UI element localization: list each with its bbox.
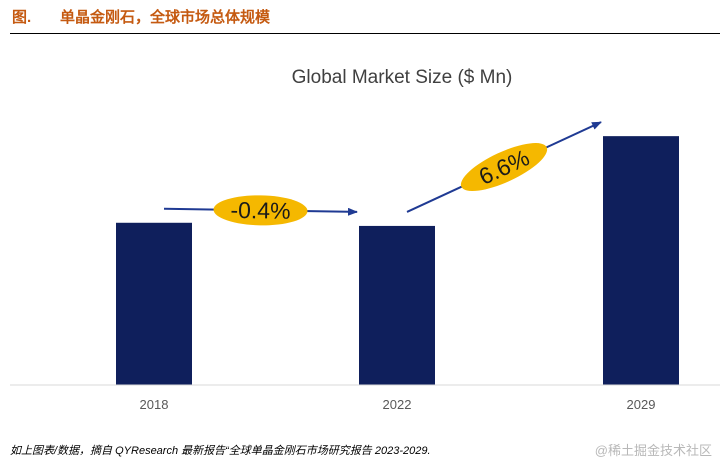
annotation-1: -0.4% bbox=[163, 195, 358, 226]
growth-annotations: -0.4% 6.6% bbox=[163, 121, 602, 226]
bar-2029 bbox=[603, 136, 679, 385]
watermark: @稀土掘金技术社区 bbox=[594, 443, 712, 458]
figure-caption-text: 单晶金刚石，全球市场总体规模 bbox=[60, 9, 271, 26]
figure-caption: 图. 单晶金刚石，全球市场总体规模 bbox=[12, 6, 270, 27]
x-tick-2018: 2018 bbox=[140, 397, 169, 412]
x-tick-2022: 2022 bbox=[383, 397, 412, 412]
bars-group bbox=[116, 136, 679, 385]
growth-rate-label: -0.4% bbox=[230, 197, 291, 224]
x-tick-labels: 2018 2022 2029 bbox=[140, 397, 656, 412]
x-tick-2029: 2029 bbox=[627, 397, 656, 412]
annotation-2: 6.6% bbox=[406, 121, 602, 213]
growth-badge bbox=[460, 143, 548, 192]
source-footnote: 如上图表/数据，摘自 QYResearch 最新报告“全球单晶金刚石市场研究报告… bbox=[10, 445, 431, 457]
growth-badge bbox=[213, 195, 308, 226]
bar-2018 bbox=[116, 222, 192, 385]
chart-title: Global Market Size ($ Mn) bbox=[292, 67, 513, 88]
figure-number: 图. bbox=[12, 9, 32, 26]
bar-2022 bbox=[359, 225, 435, 385]
caption-rule bbox=[10, 33, 720, 34]
